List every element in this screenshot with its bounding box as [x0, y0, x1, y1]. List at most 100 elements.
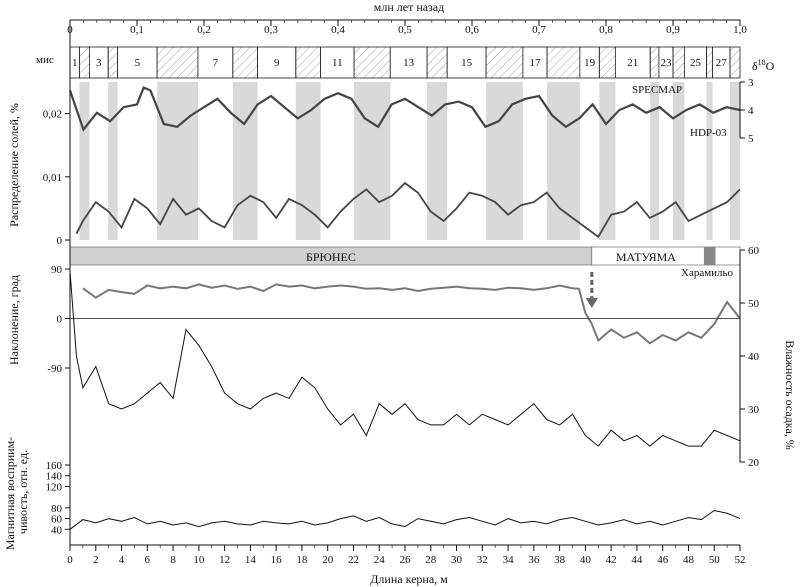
bottom-tick-label-20: 40 — [580, 554, 592, 566]
mag-tick-label-1: 60 — [51, 514, 63, 526]
mis-stage-9 — [295, 46, 321, 79]
bottom-tick-label-14: 28 — [425, 554, 437, 566]
mis-label-9: 9 — [274, 57, 280, 69]
mag-tick-label-4: 140 — [46, 471, 63, 483]
bottom-tick-label-15: 30 — [451, 554, 463, 566]
bottom-tick-label-22: 44 — [631, 554, 643, 566]
mis-label-7: 7 — [213, 57, 219, 69]
mag-tick-label-0: 40 — [51, 524, 63, 536]
moisture-tick-label-0: 20 — [748, 457, 760, 469]
glacial-band-25 — [706, 82, 713, 240]
jaramillo-label: Харамильо — [681, 267, 734, 279]
inclination-tick-label-1: 0 — [57, 314, 63, 326]
mis-stage-19 — [598, 46, 616, 79]
bottom-tick-label-25: 50 — [709, 554, 721, 566]
bottom-tick-label-17: 34 — [503, 554, 515, 566]
bottom-tick-label-0: 0 — [67, 554, 73, 566]
susceptibility-ylabel-line1: Магнитная восприим- — [3, 437, 17, 550]
bottom-tick-label-24: 48 — [683, 554, 695, 566]
specmap-line — [68, 86, 741, 132]
mis-stage-6 — [197, 46, 234, 79]
hdp-label: HDP-03 — [690, 127, 727, 139]
mis-label-3: 3 — [96, 57, 102, 69]
mis-stage-13 — [426, 46, 448, 79]
bottom-tick-label-2: 4 — [119, 554, 125, 566]
d18o-label-sup: 18 — [758, 58, 766, 67]
bottom-tick-label-10: 20 — [322, 554, 334, 566]
mag-tick-label-3: 120 — [46, 481, 63, 493]
glacial-band-23 — [673, 82, 685, 240]
reversal-arrow-head — [585, 298, 598, 308]
specmap-label: SPECMAP — [632, 84, 682, 96]
bottom-tick-label-19: 38 — [554, 554, 566, 566]
top-tick-label-7: 0,7 — [532, 24, 546, 36]
bottom-tick-label-12: 24 — [374, 554, 386, 566]
glacial-band-3 — [108, 82, 118, 240]
bottom-tick-label-11: 22 — [348, 554, 359, 566]
top-tick-label-8: 0,8 — [599, 24, 613, 36]
matuyama-label: МАТУЯМА — [616, 250, 676, 264]
top-tick-label-5: 0,5 — [398, 24, 412, 36]
glacial-band-7 — [232, 82, 258, 240]
mag-tick-label-5: 160 — [46, 460, 63, 472]
glacial-band-21 — [650, 82, 659, 240]
mis-label-13: 13 — [403, 57, 415, 69]
d18o-tick-label-2: 5 — [748, 133, 754, 145]
mis-stage-16 — [522, 46, 548, 79]
top-tick-label-2: 0,2 — [197, 24, 211, 36]
mag-tick-label-2: 80 — [51, 503, 63, 515]
moisture-line — [69, 271, 741, 447]
bottom-tick-label-9: 18 — [296, 554, 308, 566]
top-axis-title: млн лет назад — [374, 0, 444, 14]
susceptibility-line — [69, 509, 741, 530]
mis-stage-17 — [546, 46, 581, 79]
salt-tick-label-2: 0,02 — [43, 109, 62, 121]
mis-stage-8 — [257, 46, 297, 79]
axes: 00,10,20,30,40,50,60,70,80,91,0024681012… — [43, 19, 775, 566]
bottom-tick-label-23: 46 — [657, 554, 669, 566]
top-tick-label-1: 0,1 — [130, 24, 144, 36]
mis-stage-21 — [649, 46, 660, 79]
moisture-tick-label-3: 50 — [748, 298, 760, 310]
mis-label-19: 19 — [584, 57, 596, 69]
top-tick-label-4: 0,4 — [331, 24, 345, 36]
bottom-tick-label-16: 32 — [477, 554, 488, 566]
bottom-tick-label-3: 6 — [145, 554, 151, 566]
jaramillo-bar — [703, 247, 716, 265]
glacial-band-27 — [729, 82, 740, 240]
top-tick-label-3: 0,3 — [264, 24, 278, 36]
mis-stage-5 — [156, 46, 199, 79]
top-tick-label-6: 0,6 — [465, 24, 479, 36]
mis-label-23: 23 — [660, 57, 672, 69]
mis-stage-12 — [389, 46, 428, 79]
mis-label-1: 1 — [72, 57, 78, 69]
inclination-tick-label-2: 90 — [51, 264, 63, 276]
bottom-tick-label-18: 36 — [528, 554, 540, 566]
d18o-tick-label-1: 4 — [748, 105, 754, 117]
mis-stage-23 — [672, 46, 685, 79]
brunhes-label: БРЮНЕС — [306, 250, 356, 264]
inclination-line — [82, 283, 741, 345]
d18o-label-delta: δ — [752, 59, 758, 73]
moisture-tick-label-2: 40 — [748, 351, 760, 363]
top-tick-label-10: 1,0 — [733, 24, 747, 36]
d18o-tick-label-0: 3 — [748, 77, 754, 89]
moisture-tick-label-1: 30 — [748, 404, 760, 416]
moisture-tick-label-4: 60 — [748, 245, 760, 257]
glacial-band-5 — [157, 82, 198, 240]
mis-stage-20 — [614, 46, 651, 79]
mis-label-21: 21 — [627, 57, 638, 69]
glacial-band-19 — [599, 82, 616, 240]
glacial-band-9 — [295, 82, 321, 240]
susceptibility-ylabel-line2: чивость, отн. ед. — [16, 450, 30, 534]
bottom-tick-label-21: 42 — [606, 554, 617, 566]
d18o-label: δ18O — [752, 58, 775, 73]
glacial-band-1 — [79, 82, 90, 240]
bottom-tick-label-4: 8 — [170, 554, 176, 566]
mis-stage-1 — [78, 46, 90, 79]
glacial-band-13 — [427, 82, 448, 240]
mis-stage-11 — [353, 46, 391, 79]
salts-ylabel: Распределение солей, % — [7, 103, 21, 227]
